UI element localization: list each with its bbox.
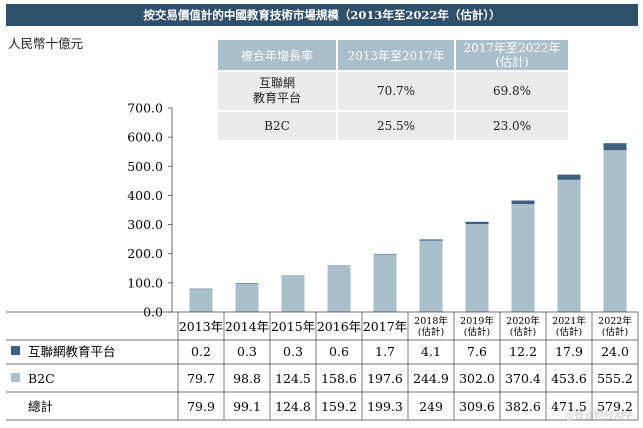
cagr-row-value: 23.0%	[456, 112, 568, 140]
y-tick-label: 300.0	[127, 217, 163, 232]
bar-b2c	[419, 240, 443, 312]
cagr-row-label: B2C	[218, 112, 336, 140]
data-label-total: 159.2	[321, 399, 357, 414]
data-label-platform: 17.9	[555, 344, 583, 359]
legend-swatch-b2c	[11, 373, 20, 382]
x-tick-sublabel: (估計)	[602, 326, 628, 338]
data-label-b2c: 98.8	[233, 371, 261, 386]
y-tick-label: 600.0	[127, 130, 163, 145]
legend-label-platform: 互聯網教育平台	[28, 344, 116, 359]
data-label-platform: 0.2	[191, 344, 211, 359]
data-label-platform: 12.2	[509, 344, 537, 359]
data-label-platform: 7.6	[467, 344, 487, 359]
y-tick-label: 200.0	[127, 246, 163, 261]
bar-b2c	[465, 223, 489, 312]
x-tick-label: 2020年	[506, 315, 540, 327]
bar-platform	[557, 174, 581, 180]
x-tick-label: 2019年	[460, 315, 494, 327]
data-label-b2c: 370.4	[505, 371, 541, 386]
bar-b2c	[373, 254, 397, 312]
unit-label: 人民幣十億元	[8, 36, 84, 51]
bar-b2c	[511, 204, 535, 312]
bar-platform	[511, 200, 535, 205]
data-label-total: 124.8	[275, 399, 311, 414]
data-label-b2c: 124.5	[275, 371, 311, 386]
data-label-total: 471.5	[551, 399, 587, 414]
bar-platform	[419, 239, 443, 241]
data-label-b2c: 302.0	[459, 371, 495, 386]
chart-title: 按交易價值計的中國教育技術市場規模（2013年至2022年（估計））	[6, 4, 638, 26]
cagr-row-label: 互聯網 教育平台	[218, 72, 336, 110]
cagr-row-platform: 互聯網 教育平台 70.7% 69.8%	[218, 72, 568, 110]
bar-b2c	[281, 275, 305, 312]
data-label-b2c: 158.6	[321, 371, 357, 386]
data-label-b2c: 453.6	[551, 371, 587, 386]
x-tick-label: 2013年	[179, 319, 223, 334]
cagr-header-row: 複合年增長率 2013年至2017年 2017年至2022年 (估計)	[218, 40, 568, 70]
x-tick-sublabel: (估計)	[556, 326, 582, 338]
legend-swatch-platform	[11, 346, 20, 355]
cagr-row-b2c: B2C 25.5% 23.0%	[218, 112, 568, 140]
data-label-total: 199.3	[367, 399, 403, 414]
bar-platform	[603, 143, 627, 151]
data-label-total: 309.6	[459, 399, 495, 414]
cagr-row-value: 69.8%	[456, 72, 568, 110]
data-label-platform: 1.7	[375, 344, 395, 359]
x-tick-sublabel: (估計)	[464, 326, 490, 338]
data-label-b2c: 244.9	[413, 371, 449, 386]
data-label-total: 249	[419, 399, 443, 414]
bar-b2c	[557, 179, 581, 312]
x-tick-label: 2016年	[317, 319, 361, 334]
x-tick-label: 2018年	[414, 315, 448, 327]
x-tick-label: 2017年	[363, 319, 407, 334]
x-tick-sublabel: (估計)	[418, 326, 444, 338]
data-label-platform: 24.0	[601, 344, 629, 359]
bar-b2c	[235, 283, 259, 312]
data-label-b2c: 79.7	[187, 371, 215, 386]
y-tick-label: 700.0	[127, 101, 163, 116]
cagr-header-period1: 2013年至2017年	[338, 40, 454, 70]
cagr-table: 複合年增長率 2013年至2017年 2017年至2022年 (估計) 互聯網 …	[216, 38, 570, 142]
cagr-header-label: 複合年增長率	[218, 40, 336, 70]
data-label-total: 79.9	[187, 399, 215, 414]
data-label-platform: 4.1	[421, 344, 441, 359]
x-tick-label: 2021年	[552, 315, 586, 327]
totals-label: 總計	[28, 399, 53, 414]
data-label-platform: 0.3	[283, 344, 303, 359]
bar-b2c	[603, 150, 627, 312]
legend-label-b2c: B2C	[28, 371, 55, 386]
bar-b2c	[189, 288, 213, 312]
x-tick-label: 2014年	[225, 319, 269, 334]
x-tick-label: 2022年	[598, 315, 632, 327]
watermark: @智通财经APP	[564, 411, 633, 422]
bar-b2c	[327, 265, 351, 312]
y-tick-label: 500.0	[127, 159, 163, 174]
x-tick-label: 2015年	[271, 319, 315, 334]
data-label-total: 99.1	[233, 399, 261, 414]
data-label-platform: 0.3	[237, 344, 257, 359]
cagr-row-value: 25.5%	[338, 112, 454, 140]
x-tick-sublabel: (估計)	[510, 326, 536, 338]
data-label-total: 579.2	[597, 399, 633, 414]
y-tick-label: 400.0	[127, 188, 163, 203]
data-label-b2c: 197.6	[367, 371, 403, 386]
cagr-row-value: 70.7%	[338, 72, 454, 110]
data-label-b2c: 555.2	[597, 371, 633, 386]
y-tick-label: 100.0	[127, 275, 163, 290]
cagr-header-period2: 2017年至2022年 (估計)	[456, 40, 568, 70]
bar-platform	[465, 221, 489, 224]
data-label-total: 382.6	[505, 399, 541, 414]
data-label-platform: 0.6	[329, 344, 349, 359]
